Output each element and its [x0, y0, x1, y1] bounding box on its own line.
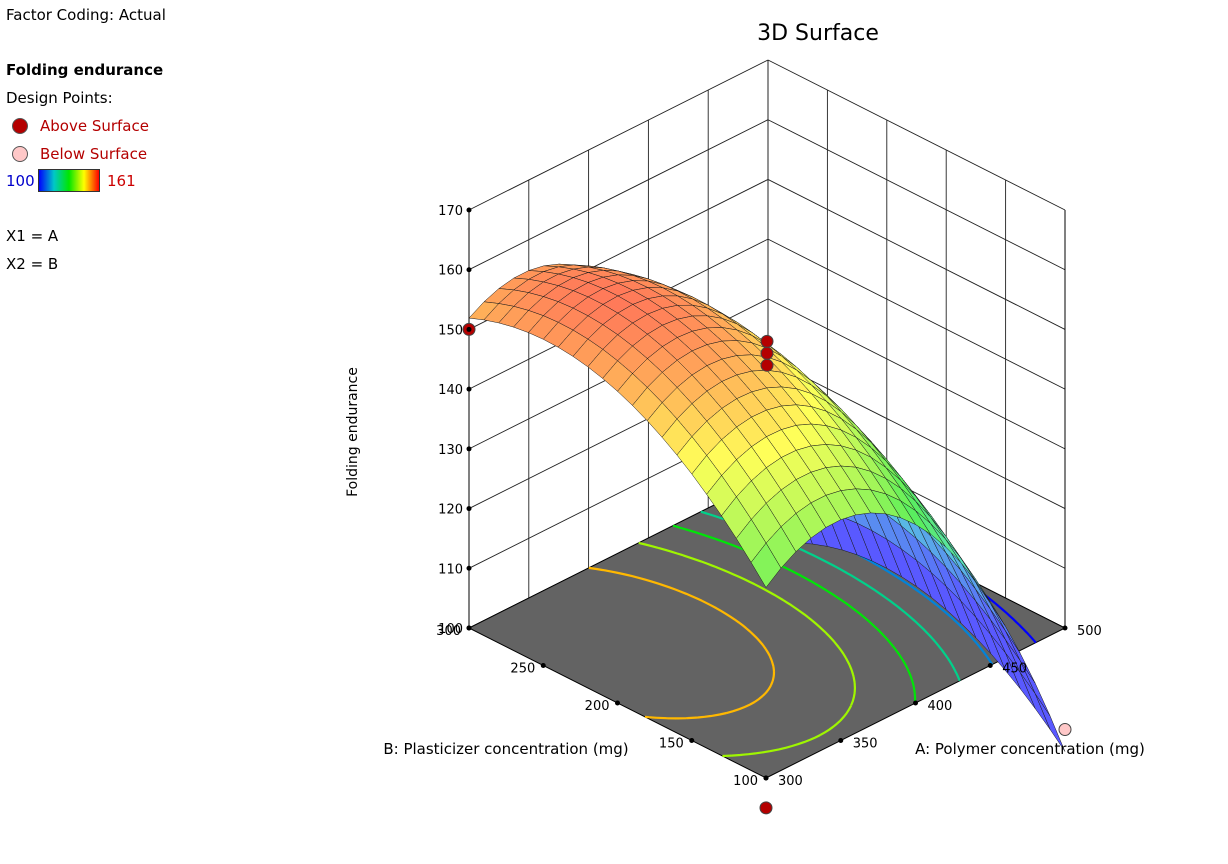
legend-above: Above Surface [12, 117, 149, 135]
response-surface [468, 263, 1066, 752]
y-tick-label: 250 [510, 662, 535, 677]
wall-gridline-z [767, 59, 1066, 211]
scale-min-label: 100 [6, 172, 35, 190]
design-points-label: Design Points: [6, 89, 113, 107]
axis-ticks: 100 110 120 130 140 150 160 170 300 350 400 450 500 1… [436, 204, 1102, 789]
response-title: Folding endurance [6, 61, 164, 79]
wall-gridline-z [767, 358, 1066, 509]
y-tick-mark [689, 738, 695, 743]
z-tick-mark [466, 446, 472, 452]
contour-line [588, 566, 776, 720]
contour-line [638, 541, 856, 758]
scale-max-label: 161 [107, 172, 136, 190]
wall-gridline-z [767, 179, 1066, 330]
factor-coding-label: Factor Coding: Actual [6, 6, 166, 24]
z-tick-label: 150 [438, 323, 463, 338]
design-point-above [760, 334, 774, 348]
z-tick-label: 130 [438, 443, 463, 458]
z-tick-mark [466, 207, 472, 213]
x-axis-label: A: Polymer concentration (mg) [915, 740, 1145, 758]
x1-mapping: X1 = A [6, 227, 59, 245]
z-tick-mark [466, 386, 472, 392]
y-tick-mark [466, 625, 472, 631]
surface-facet [1020, 672, 1051, 730]
y-tick-label: 300 [436, 624, 461, 639]
z-tick-mark [466, 267, 472, 273]
y-tick-mark [540, 663, 546, 668]
wall-gridline-z [767, 238, 1066, 390]
chart-title: 3D Surface [757, 21, 879, 46]
x-tick-mark [913, 700, 918, 706]
y-tick-mark [615, 700, 620, 706]
design-point-below [1058, 723, 1072, 736]
z-tick-mark [466, 326, 472, 332]
z-tick-label: 160 [438, 264, 463, 279]
z-tick-label: 140 [438, 383, 463, 398]
below-surface-label: Below Surface [40, 145, 148, 163]
y-tick-label: 100 [733, 774, 758, 789]
wall-gridline-z [767, 298, 1066, 450]
x-tick-mark [1062, 625, 1068, 631]
x2-mapping: X2 = B [6, 255, 59, 273]
x-tick-label: 400 [928, 699, 953, 714]
x-tick-label: 500 [1077, 624, 1102, 639]
z-tick-mark [466, 565, 472, 571]
legend-below: Below Surface [12, 145, 147, 163]
design-point-above [760, 346, 774, 360]
x-tick-label: 450 [1002, 662, 1027, 677]
y-tick-mark [763, 775, 769, 781]
z-tick-label: 120 [438, 503, 463, 518]
y-tick-label: 150 [659, 737, 684, 752]
above-surface-marker [12, 118, 28, 134]
wall-gridline-z [767, 119, 1066, 271]
x-tick-label: 350 [853, 737, 878, 752]
z-tick-mark [466, 506, 472, 512]
wall-gridline-z [468, 119, 769, 271]
below-surface-marker [12, 146, 28, 162]
x-tick-mark [838, 738, 844, 743]
z-tick-label: 170 [438, 204, 463, 219]
design-point-above [759, 801, 773, 815]
design-point-above [760, 358, 774, 372]
x-tick-label: 300 [778, 774, 803, 789]
surface-facet [750, 542, 782, 588]
z-tick-label: 100 [438, 622, 463, 637]
z-axis-label: Folding endurance [345, 367, 361, 497]
x-tick-mark [987, 663, 993, 668]
above-surface-label: Above Surface [40, 117, 149, 135]
color-scale-bar [38, 169, 100, 192]
y-axis-label: B: Plasticizer concentration (mg) [383, 740, 628, 758]
y-tick-label: 200 [585, 699, 610, 714]
contour-lines [588, 480, 1037, 758]
wall-gridline-z [468, 59, 769, 211]
z-tick-label: 110 [438, 562, 463, 577]
